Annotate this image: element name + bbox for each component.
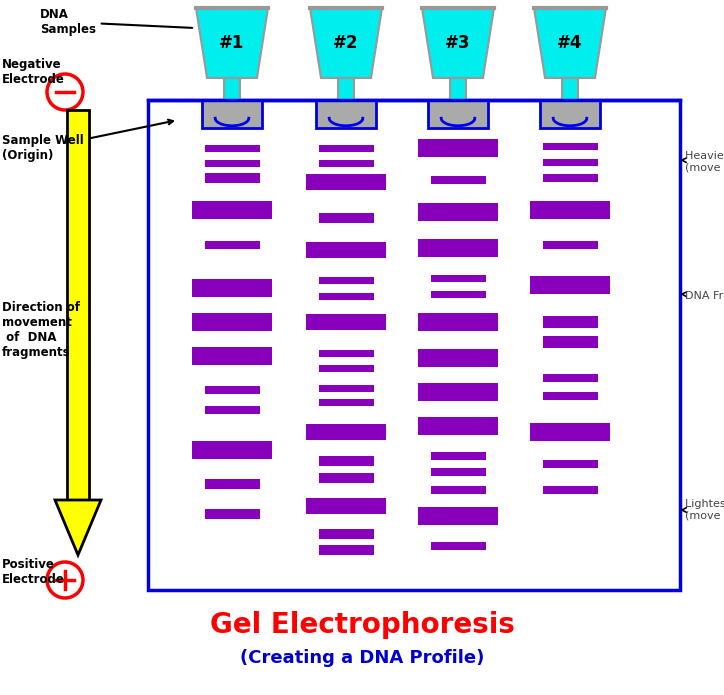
Bar [204,406,259,414]
Polygon shape [196,8,268,78]
Text: DNA
Samples: DNA Samples [40,8,193,36]
Bar [542,174,597,182]
Bar [319,277,374,284]
Bar [542,392,597,400]
Bar [431,468,486,476]
Bar [338,78,354,100]
Bar [319,159,374,167]
Bar [204,479,259,489]
Bar [306,314,386,330]
Bar [542,336,597,348]
Bar [542,316,597,328]
Bar [418,507,498,525]
Text: #3: #3 [445,34,471,52]
Bar [530,201,610,219]
Circle shape [47,562,83,598]
Bar [542,486,597,494]
Bar [450,78,466,100]
Polygon shape [55,500,101,555]
Bar [530,276,610,294]
Bar [431,542,486,550]
Bar [148,100,680,590]
Bar [418,203,498,221]
Text: Heaviest Fragments
(move slowest): Heaviest Fragments (move slowest) [681,152,724,173]
Bar [306,424,386,440]
Bar [319,456,374,466]
Bar [319,364,374,372]
Bar [204,145,259,152]
Bar [562,78,578,100]
Bar [204,386,259,394]
Bar [431,486,486,494]
Text: DNA Fragment: DNA Fragment [681,291,724,301]
Bar [428,100,488,128]
Text: Lightest Fragments
(move fastest): Lightest Fragments (move fastest) [681,499,724,521]
Polygon shape [310,8,382,78]
Bar [530,423,610,441]
Polygon shape [534,8,606,78]
Bar [192,201,272,219]
Bar [418,417,498,435]
Bar [431,275,486,281]
Bar [319,473,374,483]
Bar [306,242,386,258]
Bar [306,174,386,190]
Bar [192,313,272,331]
Bar [67,110,89,500]
Text: #2: #2 [333,34,359,52]
Bar [418,239,498,257]
Text: (Creating a DNA Profile): (Creating a DNA Profile) [240,649,484,667]
Bar [306,498,386,514]
Bar [319,213,374,223]
Bar [418,349,498,367]
Bar [431,291,486,297]
Bar [540,100,600,128]
Bar [542,460,597,468]
Bar [319,398,374,405]
Polygon shape [422,8,494,78]
Bar [192,441,272,459]
Bar [204,241,259,249]
Bar [316,100,376,128]
Bar [418,313,498,331]
Text: Direction of
movement
 of  DNA
fragments: Direction of movement of DNA fragments [2,301,80,359]
Bar [204,159,259,167]
Circle shape [47,74,83,110]
Bar [418,139,498,157]
Bar [224,78,240,100]
Bar [204,509,259,519]
Bar [204,173,259,183]
Bar [319,545,374,555]
Text: Sample Well
(Origin): Sample Well (Origin) [2,120,173,162]
Bar [542,158,597,165]
Text: #4: #4 [557,34,583,52]
Bar [319,529,374,539]
Bar [431,452,486,460]
Bar [431,176,486,184]
Text: Negative
Electrode: Negative Electrode [2,58,65,86]
Bar [192,347,272,365]
Bar [542,142,597,149]
Bar [202,100,262,128]
Bar [319,293,374,300]
Bar [542,374,597,382]
Text: #1: #1 [219,34,245,52]
Bar [319,350,374,357]
Bar [418,383,498,401]
Bar [192,279,272,297]
Bar [542,241,597,249]
Bar [319,145,374,152]
Text: Gel Electrophoresis: Gel Electrophoresis [209,611,515,639]
Text: Positive
Electrode: Positive Electrode [2,558,65,586]
Bar [319,384,374,391]
